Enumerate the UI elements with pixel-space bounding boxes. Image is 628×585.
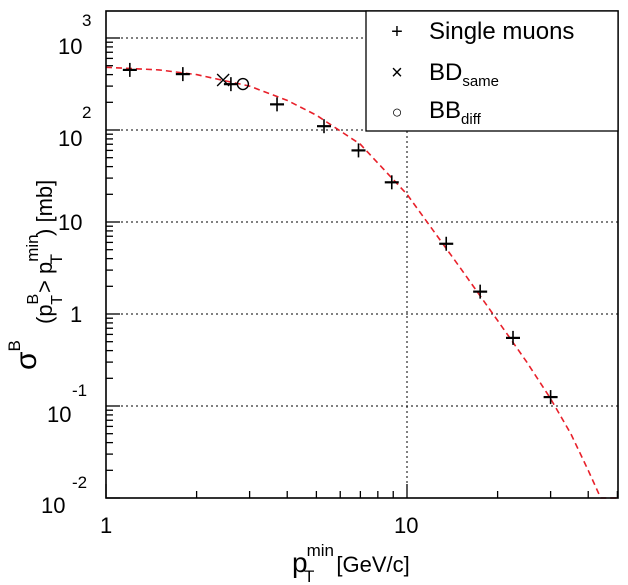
y-tick-exp: 2 (82, 103, 91, 122)
x-axis-title: pmin T [GeV/c] (292, 541, 410, 585)
y-tick-0.1: 10 (47, 402, 71, 427)
x-tick-10: 10 (394, 513, 418, 538)
legend: + Single muons × BDsame ○ BBdiff (365, 10, 619, 132)
legend-label: BDsame (429, 59, 499, 90)
y-tick-exp: -1 (72, 381, 87, 400)
cross-marker-icon: × (391, 62, 403, 84)
legend-label: Single muons (429, 18, 574, 45)
y-tick-1000: 10 (58, 34, 82, 59)
fit-curve (105, 66, 618, 499)
y-tick-1: 1 (70, 302, 82, 327)
plot-frame (105, 10, 619, 499)
x-tick-1: 1 (100, 513, 112, 538)
y-tick-0.01: 10 (41, 493, 65, 518)
cross-marker-icon (216, 73, 230, 87)
y-tick-exp: 3 (82, 11, 91, 30)
circle-marker-icon (236, 77, 250, 91)
legend-item-single-muons: + Single muons (391, 18, 574, 45)
plus-marker-icon: + (391, 21, 403, 43)
y-tick-exp: -2 (72, 473, 87, 492)
y-axis-title: σB(pB T> pmin T) [mb] (5, 180, 66, 370)
y-tick-10: 10 (58, 210, 82, 235)
circle-marker-icon: ○ (392, 102, 403, 122)
y-tick-labels: 10 3 10 2 10 1 10 -1 10 -2 (41, 11, 91, 518)
legend-item-bb-diff: ○ BBdiff (392, 97, 482, 128)
y-tick-100: 10 (58, 126, 82, 151)
axis-ticks (105, 37, 619, 499)
data-markers (122, 62, 558, 405)
legend-label: BBdiff (429, 97, 482, 128)
legend-item-bd-same: × BDsame (391, 59, 499, 90)
x-tick-labels: 1 10 (100, 513, 418, 538)
